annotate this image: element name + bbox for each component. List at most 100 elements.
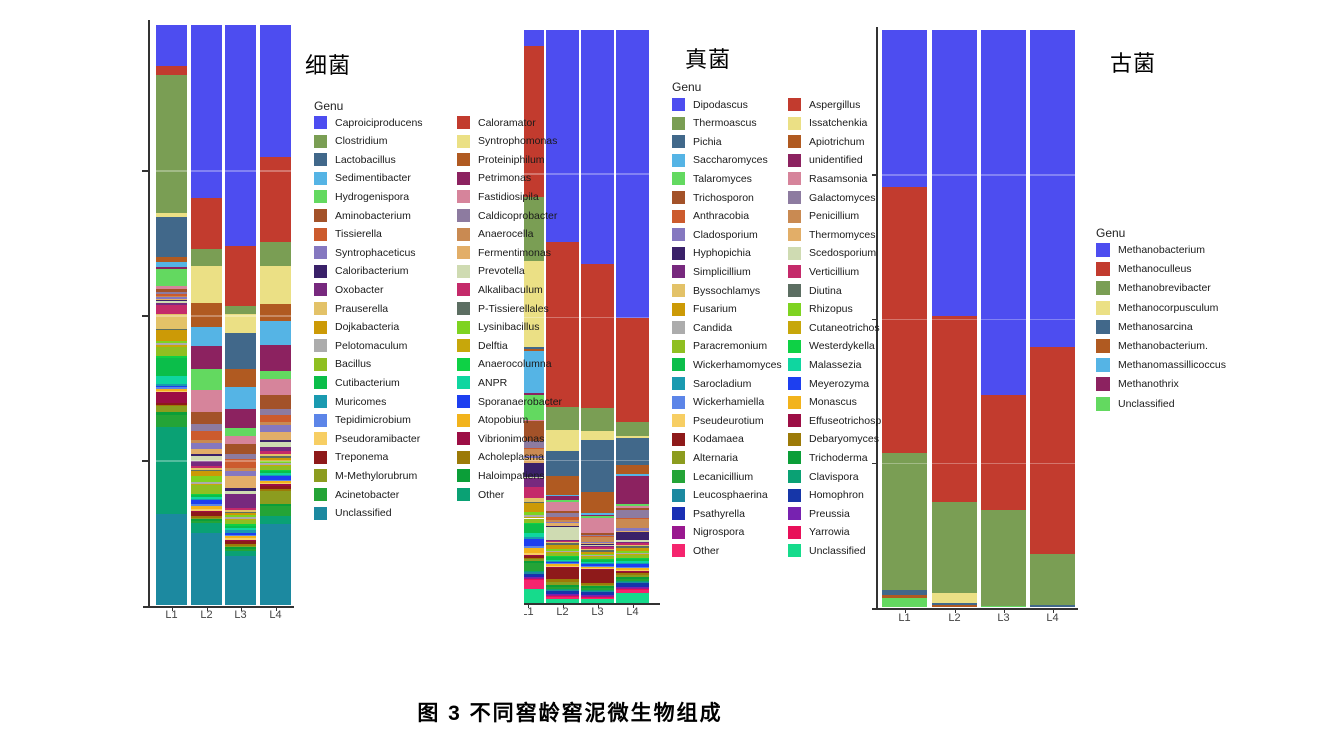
legend-item-label: Thermomyces xyxy=(809,228,876,241)
fungi-panel-title: 真菌 xyxy=(685,47,732,72)
legend-item: Homophron xyxy=(788,488,864,502)
bar-segment-Atopobium xyxy=(225,536,256,538)
bar-segment-Leucosphaerina xyxy=(546,590,579,592)
legend-item-label: Paracremonium xyxy=(693,340,768,353)
legend-swatch-icon xyxy=(788,544,801,558)
legend-item: Alkalibaculum xyxy=(457,283,543,297)
bar-segment-Sedimentibacter xyxy=(191,327,222,346)
legend-item-label: Verticillium xyxy=(809,265,860,278)
bar-segment-Caloribacterium xyxy=(225,488,256,491)
legend-item: P-Tissierellales xyxy=(457,302,549,315)
bar-segment-Diutina xyxy=(581,550,614,552)
y-axis-tick xyxy=(142,315,148,317)
legend-item-label: Methanobrevibacter xyxy=(1118,282,1211,295)
legend-item: Thermomyces xyxy=(788,228,876,242)
legend-swatch-icon xyxy=(788,488,801,502)
bar-segment-Anthracobia xyxy=(546,517,579,520)
legend-swatch-icon xyxy=(314,413,327,427)
bar-segment-Aminobacterium xyxy=(260,394,291,410)
bar-segment-Penicillium xyxy=(581,537,614,542)
bar-segment-Thermomyces xyxy=(581,542,614,544)
legend-item: Cutaneotrichos xyxy=(788,321,880,335)
x-axis-label: L1 xyxy=(898,612,911,624)
bar-segment-Treponema xyxy=(225,541,256,544)
x-axis-label: L3 xyxy=(591,606,604,618)
bar-segment-Unclassified xyxy=(191,533,222,605)
bar-segment-Lecanicillium xyxy=(511,562,544,571)
legend-item: Meyerozyma xyxy=(788,377,869,390)
bar-segment-Haloimpatiens xyxy=(260,504,291,506)
bar-segment-Hydrogenispora xyxy=(260,370,291,379)
bar-segment-Byssochlamys xyxy=(616,544,649,547)
bar-segment-Rasamsonia xyxy=(511,419,544,422)
bar-segment-Thermoascus xyxy=(581,407,614,432)
bar-segment-Preussia xyxy=(616,587,649,589)
bar-segment-Nigrospora xyxy=(616,588,649,590)
x-axis-label: L3 xyxy=(997,612,1010,624)
bar-segment-Oxobacter xyxy=(191,461,222,466)
legend-item: Other xyxy=(672,544,720,558)
legend-swatch-icon xyxy=(788,451,801,465)
bar-segment-Clavispora xyxy=(511,570,544,573)
bar-segment-Bacillus xyxy=(260,466,291,470)
legend-item: Fusarium xyxy=(672,302,737,316)
bar-segment-Trichoderma xyxy=(511,561,544,563)
legend-swatch-icon xyxy=(457,209,470,222)
bar-segment-Debaryomyces xyxy=(616,573,649,576)
gridline xyxy=(156,170,291,172)
bar-segment-Pseudeurotium xyxy=(581,568,614,570)
bar-segment-Effuseotrichosp xyxy=(581,569,614,571)
legend-item: Caloramator xyxy=(457,116,536,129)
bacteria-panel-title: 细菌 xyxy=(305,53,352,78)
legend-item-label: Candida xyxy=(693,321,733,334)
legend-swatch-icon xyxy=(457,339,470,353)
legend-item: Paracremonium xyxy=(672,339,768,353)
bar-segment-Methanoculleus xyxy=(981,395,1026,511)
bar-segment-Clostridium xyxy=(191,248,222,266)
gridline xyxy=(882,174,1075,176)
legend-item-label: Cladosporium xyxy=(693,228,758,241)
bar-segment-Hyphopichia xyxy=(581,543,614,545)
bar-segment-Anthracobia xyxy=(581,536,614,538)
bar-segment-Oxobacter xyxy=(156,303,187,305)
bar-segment-Cladosporium xyxy=(616,528,649,531)
bar-segment-Caloramator xyxy=(260,157,291,243)
bacteria-legend-title: Genu xyxy=(314,99,344,113)
bar-segment-Apiotrichum xyxy=(511,348,544,352)
fungi-bar-L4 xyxy=(616,30,649,603)
legend-item-label: Yarrowia xyxy=(809,526,850,539)
bar-segment-Nigrospora xyxy=(581,595,614,597)
bar-segment-Effuseotrichosp xyxy=(616,570,649,572)
legend-swatch-icon xyxy=(672,246,685,260)
legend-swatch-icon xyxy=(788,209,801,223)
legend-item-label: Other xyxy=(693,544,720,557)
bar-segment-Leucosphaerina xyxy=(616,582,649,584)
bar-segment-Verticillium xyxy=(511,486,544,498)
legend-item: Haloimpatiens xyxy=(457,469,545,483)
legend-item-label: Caloramator xyxy=(478,116,536,129)
legend-swatch-icon xyxy=(314,469,327,483)
legend-item-label: Oxobacter xyxy=(335,283,384,296)
bar-segment-Thermomyces xyxy=(616,530,649,533)
gridline xyxy=(882,462,1075,465)
legend-item-label: Petrimonas xyxy=(478,172,532,185)
legend-item: Simplicillium xyxy=(672,265,751,279)
bar-segment-Lactobacillus xyxy=(156,216,187,258)
legend-swatch-icon xyxy=(788,358,801,372)
bar-segment-Oxobacter xyxy=(225,494,256,508)
legend-item-label: Talaromyces xyxy=(693,172,752,185)
legend-item: ANPR xyxy=(457,376,507,390)
legend-item-label: Aspergillus xyxy=(809,98,861,111)
bacteria-bar-L1 xyxy=(156,25,187,605)
legend-item-label: Rasamsonia xyxy=(809,172,868,185)
legend-swatch-icon xyxy=(314,357,327,371)
legend-item: Pelotomaculum xyxy=(314,339,407,353)
bar-segment-Methanobacterium xyxy=(1030,30,1075,347)
legend-swatch-icon xyxy=(672,265,685,279)
gridline xyxy=(511,173,649,175)
bar-segment-Penicillium xyxy=(546,519,579,522)
bar-segment-Sedimentibacter xyxy=(156,261,187,268)
bar-segment-M-Methylorubrum xyxy=(260,490,291,505)
y-axis-tick xyxy=(870,462,876,465)
bar-segment-Clostridium xyxy=(156,74,187,214)
